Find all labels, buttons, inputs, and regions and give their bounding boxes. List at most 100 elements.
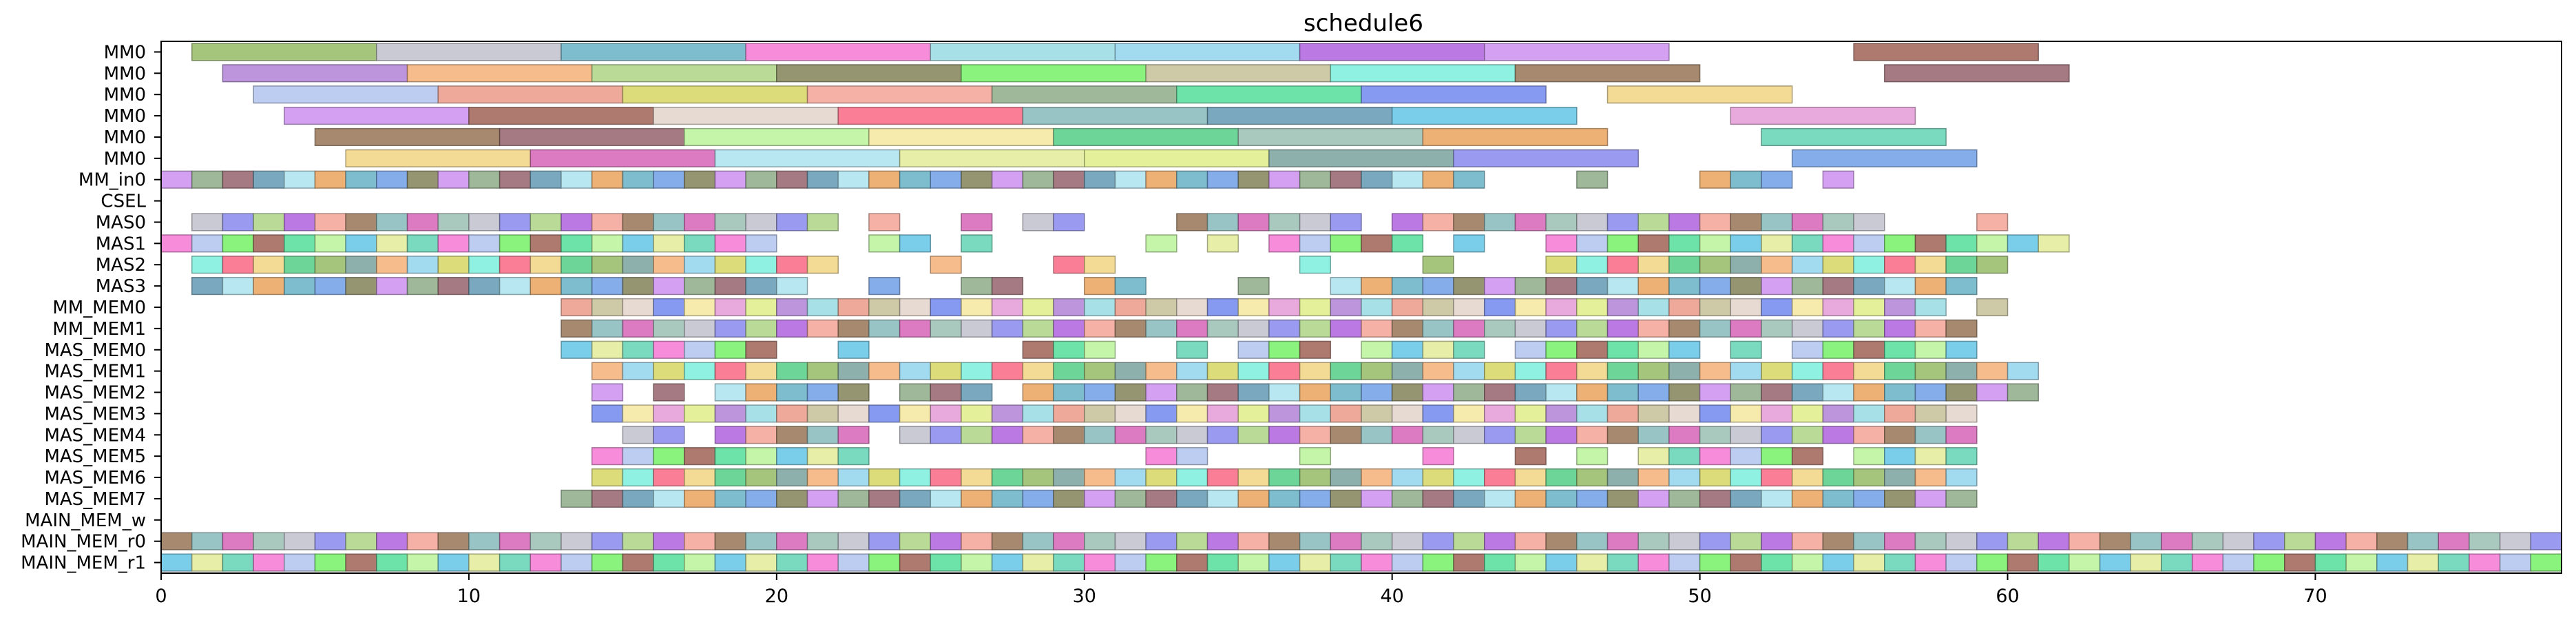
task-bar [1484,404,1516,423]
task-bar [160,170,193,189]
task-bar [1268,553,1301,572]
task-bar [2038,553,2070,572]
task-bar [1761,468,1793,487]
task-bar [1237,468,1270,487]
task-bars [160,43,2562,572]
task-bar [1084,383,1116,402]
task-bar [1822,362,1854,380]
task-bar [160,553,193,572]
task-bar [1237,553,1270,572]
task-bar [345,277,377,296]
task-bar [714,234,746,253]
task-bar [1853,426,1885,444]
task-bar [591,362,624,380]
task-bar [1637,256,1670,274]
task-bar [653,404,685,423]
task-bar [561,170,593,189]
task-bar [561,340,593,359]
task-bar [1422,532,1454,550]
x-tick-label: 70 [2303,586,2327,607]
task-bar [1514,213,1547,231]
task-bar [1576,532,1609,550]
task-bar [1084,319,1116,338]
task-bar [2284,532,2316,550]
task-bar [2099,553,2132,572]
task-bar [1637,362,1670,380]
task-bar [1637,447,1670,466]
task-bar [1699,404,1732,423]
task-bar [1822,298,1854,317]
task-bar [1484,426,1516,444]
task-bar [1761,256,1793,274]
task-bar [1361,277,1393,296]
task-bar [1668,447,1701,466]
task-bar [837,404,870,423]
task-bar [1699,426,1732,444]
task-bar [868,298,901,317]
task-bar [406,64,593,83]
task-bar [1176,170,1208,189]
task-bar [345,256,377,274]
task-bar [806,404,839,423]
task-bar [1330,553,1362,572]
task-bar [1299,213,1332,231]
task-bar [1237,277,1270,296]
task-bar [1084,553,1116,572]
task-bar [1576,468,1609,487]
row-label: MM0 [104,106,146,127]
task-bar [1606,426,1639,444]
task-bar [622,340,654,359]
row-labels: MM0MM0MM0MM0MM0MM0MM_in0CSELMAS0MAS1MAS2… [21,42,161,574]
task-bar [530,234,562,253]
task-bar [1022,340,1054,359]
task-bar [284,170,316,189]
task-bar [837,319,870,338]
row-label: MAIN_MEM_r1 [21,553,146,574]
task-bar [868,213,901,231]
task-bar [1391,106,1578,125]
task-bar [591,170,624,189]
task-bar [1022,489,1054,508]
task-bar [776,532,808,550]
task-bar [868,277,901,296]
task-bar [1637,553,1670,572]
task-bar [284,532,316,550]
task-bar [222,234,254,253]
task-bar [1914,277,1947,296]
task-bar [653,277,685,296]
task-bar [714,298,746,317]
task-bar [1422,277,1454,296]
task-bar [406,277,439,296]
task-bar [1761,489,1793,508]
task-bar [2069,553,2101,572]
task-bar [1176,426,1208,444]
task-bar [1453,277,1485,296]
task-bar [1914,404,1947,423]
task-bar [1699,298,1732,317]
task-bar [1884,447,1916,466]
task-bar [1361,553,1393,572]
task-bar [1791,149,1978,167]
task-bar [1361,532,1393,550]
task-bar [1976,383,2009,402]
task-bar [745,468,777,487]
task-bar [1545,383,1578,402]
task-bar [314,127,501,147]
task-bar [1884,426,1916,444]
task-bar [499,277,532,296]
task-bar [899,468,932,487]
task-bar [591,234,624,253]
task-bar [1514,404,1547,423]
row-label: MM0 [104,42,146,63]
task-bar [1730,319,1762,338]
task-bar [2499,532,2532,550]
task-bar [1299,383,1332,402]
task-bar [1299,553,1332,572]
task-bar [776,383,808,402]
task-bar [437,170,470,189]
task-bar [684,256,716,274]
task-bar [561,489,593,508]
task-bar [991,319,1024,338]
row-label: MM0 [104,127,146,148]
task-bar [1545,404,1578,423]
